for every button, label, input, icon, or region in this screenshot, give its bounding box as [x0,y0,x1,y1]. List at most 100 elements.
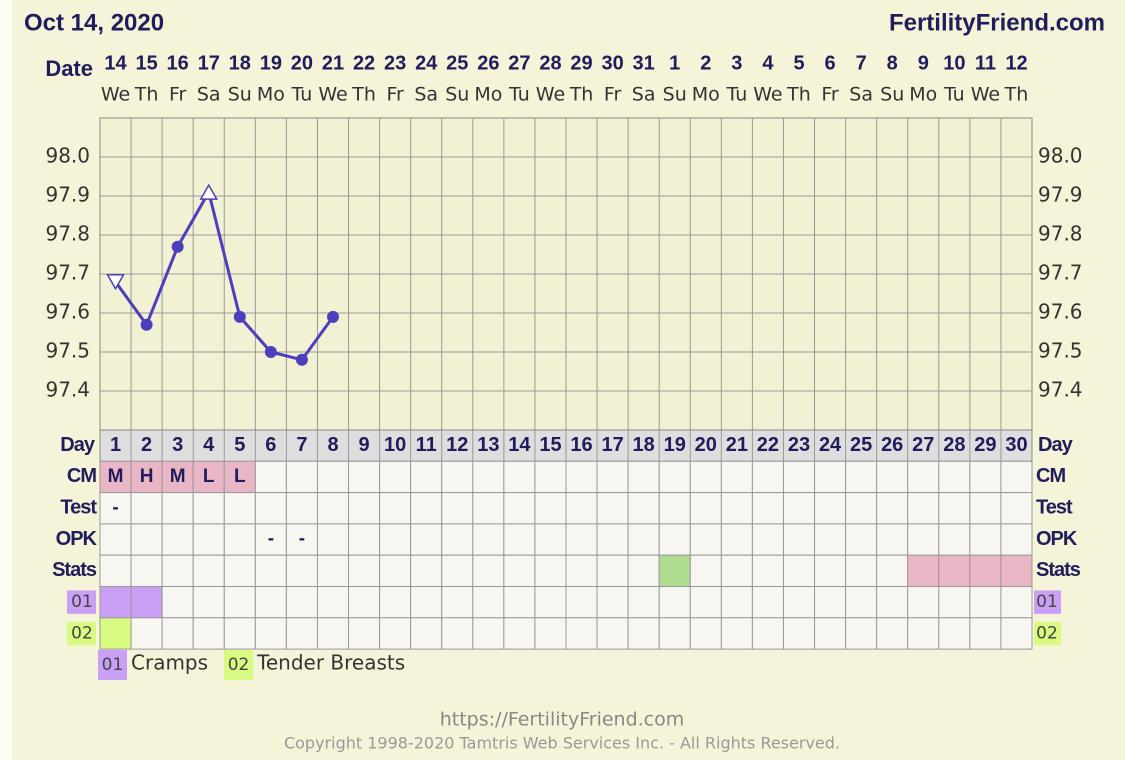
symptom-cell [907,617,940,650]
row-cell [907,460,940,494]
symptom-cell [845,617,878,650]
y-tick-label-right: 97.8 [1038,222,1083,246]
cycle-day: 19 [664,434,686,456]
symptom-cell [379,617,412,650]
row-cell [969,460,1002,494]
row-cell [161,460,194,494]
row-cell [534,492,567,525]
symptom-code-box-right [1034,590,1061,614]
weekday: We [971,84,1000,106]
symptom-cell [441,617,474,650]
y-tick-label: 97.4 [45,378,90,402]
row-cell [99,492,132,525]
date: 26 [477,52,499,74]
row-label-right: CM [1036,465,1065,487]
cycle-day: 1 [110,434,121,456]
row-value: - [299,529,305,550]
footer-copyright: Copyright 1998-2020 Tamtris Web Services… [284,734,840,753]
weekday: Mo [909,84,937,106]
row-cell [223,492,256,525]
symptom-cell [223,586,256,619]
row-cell [751,492,784,525]
row-cell [565,492,598,525]
symptom-cell [161,586,194,619]
row-cell [1000,523,1033,556]
row-cell [534,523,567,556]
symptom-cell [876,586,909,619]
site-name: FertilityFriend.com [889,9,1105,36]
row-cell [907,523,940,556]
row-cell [938,554,971,588]
row-cell [627,554,660,588]
weekday: We [101,84,130,106]
row-cell [969,523,1002,556]
row-cell [130,460,163,494]
row-cell [938,460,971,494]
date: 9 [918,52,929,74]
point [233,310,246,323]
symptom-cell [1000,617,1033,650]
row-cell [192,492,225,525]
cycle-day: 15 [539,434,561,456]
cycle-day: 30 [1005,434,1027,456]
row-cell [503,492,536,525]
weekday: Sa [849,84,873,106]
symptom-cell [472,617,505,650]
symptom-code-right: 02 [1036,623,1058,643]
cycle-day: 28 [943,434,965,456]
row-cell [503,523,536,556]
symptom-cell [658,617,691,650]
row-label: OPK [56,528,98,550]
row-cell [503,554,536,588]
symptom-cell [938,617,971,650]
row-cell [254,492,287,525]
legend-text: Cramps [131,651,208,675]
row-cell [596,492,629,525]
point [264,346,277,358]
weekday: Tu [943,84,965,106]
row-cell [689,492,722,525]
symptom-code: 01 [71,592,93,612]
weekday: Fr [169,84,187,106]
y-tick-label: 97.7 [45,261,90,285]
symptom-cell [751,586,784,619]
cycle-day: 27 [912,434,934,456]
row-cell [969,492,1002,525]
row-cell [316,523,350,556]
row-cell [534,554,567,588]
cycle-day: 20 [695,434,717,456]
symptom-cell [316,586,350,619]
weekday: Th [1004,84,1029,106]
row-cell [876,492,909,525]
symptom-cell [782,617,816,650]
date: 3 [731,52,742,74]
symptom-cell [316,617,350,650]
y-tick-label: 97.6 [45,300,90,324]
row-cell [876,460,909,494]
row-cell [814,460,847,494]
row-cell [938,523,971,556]
row-cell [441,460,474,494]
row-label: CM [67,465,96,487]
row-cell [192,523,225,556]
date: 29 [570,52,592,74]
symptom-cell [627,586,660,619]
cycle-day: 21 [726,434,748,456]
row-cell [596,460,629,494]
symptom-cell [192,586,225,619]
row-cell [285,460,318,494]
weekday: We [536,84,565,106]
footer-url: https://FertilityFriend.com [440,709,685,731]
row-cell [379,523,412,556]
row-cell [814,554,847,588]
row-cell [254,554,287,588]
date: 6 [825,52,836,74]
symptom-cell [379,586,412,619]
row-cell [1000,492,1033,525]
symptom-cell [938,586,971,619]
symptom-cell [751,617,784,650]
symptom-cell [410,586,443,619]
legend-swatch [98,650,127,680]
row-cell [969,554,1002,588]
